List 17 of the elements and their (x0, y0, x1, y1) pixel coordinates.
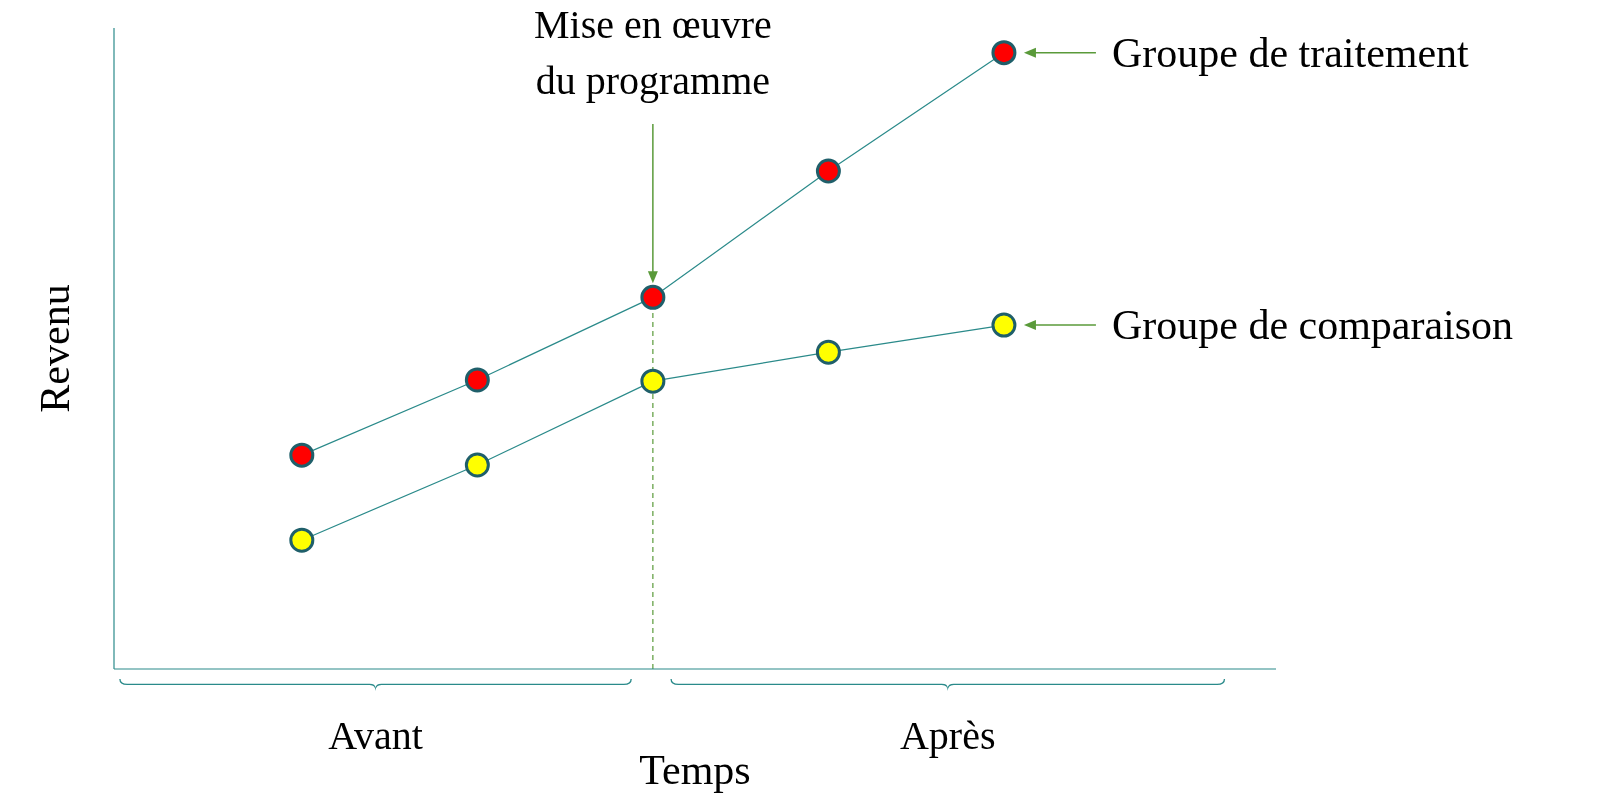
point (640, 368, 666, 394)
text: Avant (328, 713, 423, 758)
point (991, 40, 1017, 66)
annotation: Mise en œuvre du programme (534, 2, 772, 103)
point (815, 158, 841, 184)
point (464, 367, 490, 393)
point (289, 442, 315, 468)
y-axis-title: Revenu (31, 284, 78, 413)
point (464, 452, 490, 478)
point (991, 312, 1017, 338)
point (815, 339, 841, 365)
text: Après (900, 713, 996, 758)
point (289, 527, 315, 553)
x-axis-title: Temps (639, 747, 751, 793)
text: Groupe de comparaison (1111, 302, 1514, 349)
point (640, 284, 666, 310)
text: Groupe de traitement (1111, 29, 1470, 76)
